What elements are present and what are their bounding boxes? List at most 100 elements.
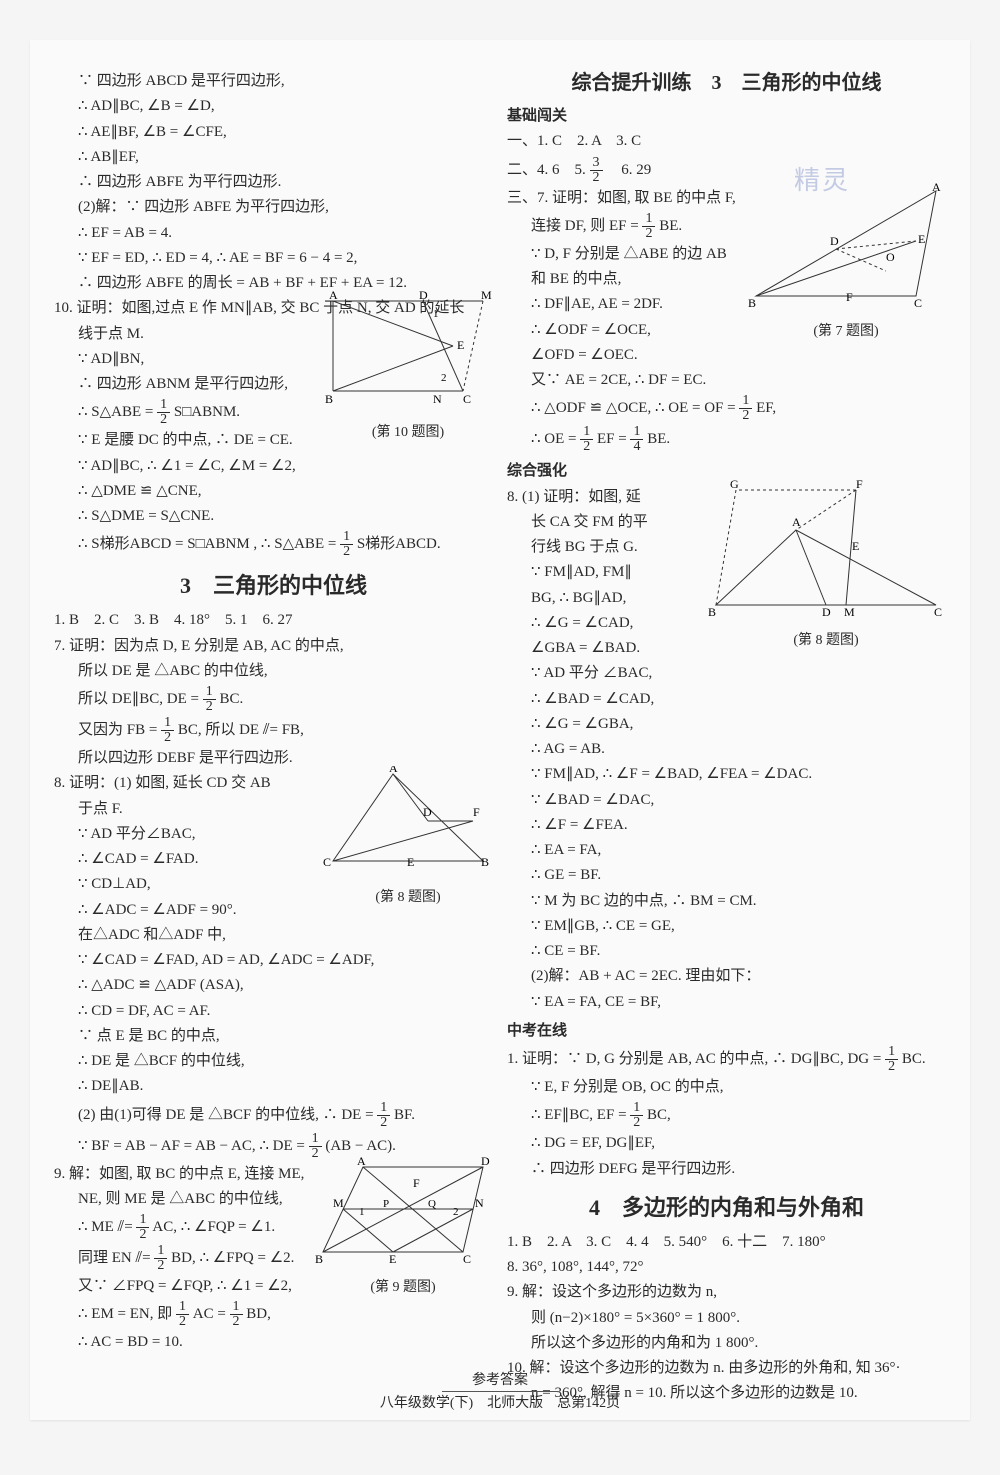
svg-text:M: M: [481, 291, 492, 302]
s3-answers-row: 1. B 2. C 3. B 4. 18° 5. 1 6. 27: [54, 609, 493, 632]
problem-10: 10. 证明：如图,过点 E 作 MN∥AB, 交 BC 于点 N, 交 AD …: [54, 297, 493, 559]
svg-text:A: A: [792, 515, 801, 529]
fig10-caption: (第 10 题图): [323, 422, 493, 444]
s3-p9: 9. 解：如图, 取 BC 的中点 E, 连接 ME, A B C D E F …: [54, 1163, 493, 1355]
fig7-caption: (第 7 题图): [746, 321, 946, 343]
left-pre: ∵ 四边形 ABCD 是平行四边形, ∴ AD∥BC, ∠B = ∠D, ∴ A…: [54, 70, 493, 295]
text-line: ∴ △DME ≌ △CNE,: [54, 480, 493, 503]
svg-text:F: F: [856, 480, 863, 491]
text-line: 9. 解：设这个多边形的边数为 n,: [507, 1281, 946, 1304]
text-line: ∴ S△DME = S△CNE.: [54, 505, 493, 528]
text-line: ∴ AB∥EF,: [54, 146, 493, 169]
fig8L-svg: A B C D E F: [323, 766, 493, 876]
fig8R-caption: (第 8 题图): [706, 630, 946, 652]
answers-row: 1. B 2. A 3. C 4. 4 5. 540° 6. 十二 7. 180…: [507, 1231, 946, 1254]
svg-text:Q: Q: [428, 1198, 436, 1210]
svg-text:C: C: [463, 1252, 471, 1266]
left-column: ∵ 四边形 ABCD 是平行四边形, ∴ AD∥BC, ∠B = ∠D, ∴ A…: [54, 68, 493, 1412]
r-p7: 三、7. 证明：如图, 取 BE 的中点 F, A B C D E F O (第…: [507, 187, 946, 455]
text-line: ∴ ∠BAD = ∠CAD,: [507, 688, 946, 711]
svg-text:2: 2: [453, 1206, 459, 1218]
figure-8L: A B C D E F (第 8 题图): [323, 766, 493, 908]
text-line: ∴ EF = AB = 4.: [54, 222, 493, 245]
svg-text:1: 1: [433, 308, 439, 320]
jichu-label: 基础闯关: [507, 105, 946, 128]
svg-text:A: A: [932, 181, 941, 194]
s3-p8: 8. 证明：(1) 如图, 延长 CD 交 AB A B C D E F (第 …: [54, 772, 493, 1098]
svg-text:C: C: [934, 605, 942, 619]
svg-text:A: A: [329, 291, 338, 302]
figure-10: A D M B N C E 1 2 (第 10 题图): [323, 291, 493, 443]
text-line: ∵ AD 平分 ∠BAC,: [507, 662, 946, 685]
svg-text:C: C: [914, 296, 922, 310]
right-column: 综合提升训练 3 三角形的中位线 基础闯关 一、1. C 2. A 3. C 二…: [507, 68, 946, 1412]
svg-text:N: N: [475, 1196, 484, 1210]
eq-line: ∴ △ODF ≌ △OCE, ∴ OE = OF = 12 EF,: [507, 394, 946, 423]
text-line: ∵ ∠BAD = ∠DAC,: [507, 789, 946, 812]
eq-line: ∴ S梯形ABCD = S□ABNM , ∴ S△ABE = 12 S梯形ABC…: [54, 530, 493, 559]
text-line: (2)解：∵ 四边形 ABFE 为平行四边形,: [54, 196, 493, 219]
page: 精灵 ∵ 四边形 ABCD 是平行四边形, ∴ AD∥BC, ∠B = ∠D, …: [30, 40, 970, 1420]
text-line: ∴ 四边形 ABFE 为平行四边形.: [54, 171, 493, 194]
svg-text:E: E: [852, 539, 859, 553]
text-line: ∵ EF = ED, ∴ ED = 4, ∴ AE = BF = 6 − 4 =…: [54, 247, 493, 270]
fig8R-svg: A B C D E F G M: [706, 480, 946, 620]
text-line: ∠OFD = ∠OEC.: [507, 344, 946, 367]
svg-text:D: D: [822, 605, 831, 619]
eq-line: ∴ OE = 12 EF = 14 BE.: [507, 425, 946, 454]
text-line: ∵ FM∥AD, ∴ ∠F = ∠BAD, ∠FEA = ∠DAC.: [507, 763, 946, 786]
eq-line: ∴ EM = EN, 即 12 AC = 12 BD,: [54, 1300, 493, 1329]
text-line: 又∵ AE = 2CE, ∴ DF = EC.: [507, 369, 946, 392]
text-line: ∵ E, F 分别是 OB, OC 的中点,: [507, 1076, 946, 1099]
text-line: 所以 DE 是 △ABC 的中位线,: [54, 660, 493, 683]
svg-text:C: C: [463, 392, 471, 406]
svg-text:2: 2: [441, 372, 447, 384]
svg-text:G: G: [730, 480, 739, 491]
svg-text:M: M: [844, 605, 855, 619]
fig9-caption: (第 9 题图): [313, 1277, 493, 1299]
text-line: ∴ AG = AB.: [507, 738, 946, 761]
fig7-svg: A B C D E F O: [746, 181, 946, 311]
text-line: ∵ 点 E 是 BC 的中点,: [54, 1025, 493, 1048]
text-line: (2)解：AB + AC = 2EC. 理由如下：: [507, 965, 946, 988]
eq-line: 1. 证明：∵ D, G 分别是 AB, AC 的中点, ∴ DG∥BC, DG…: [507, 1045, 946, 1074]
text-line: ∴ 四边形 DEFG 是平行四边形.: [507, 1158, 946, 1181]
page-footer: 参考答案 八年级数学(下) 北师大版 总第142页: [30, 1369, 970, 1412]
text-line: ∵ EM∥GB, ∴ CE = GE,: [507, 915, 946, 938]
svg-text:N: N: [433, 392, 442, 406]
text-line: ∵ 四边形 ABCD 是平行四边形,: [54, 70, 493, 93]
text-line: ∵ AD∥BC, ∴ ∠1 = ∠C, ∠M = ∠2,: [54, 455, 493, 478]
text-line: ∴ DG = EF, DG∥EF,: [507, 1132, 946, 1155]
footer-bottom: 八年级数学(下) 北师大版 总第142页: [30, 1392, 970, 1412]
eq-line: ∴ EF∥BC, EF = 12 BC,: [507, 1101, 946, 1130]
text-line: 则 (n−2)×180° = 5×360° = 1 800°.: [507, 1307, 946, 1330]
figure-9: A B C D E F M N P Q 1 2 (第 9 题图): [313, 1157, 493, 1299]
text-line: ∵ M 为 BC 边的中点, ∴ BM = CM.: [507, 890, 946, 913]
text-line: ∴ CE = BF.: [507, 940, 946, 963]
text-line: ∵ ∠CAD = ∠FAD, AD = AD, ∠ADC = ∠ADF,: [54, 949, 493, 972]
svg-text:B: B: [708, 605, 716, 619]
text-line: ∴ GE = BF.: [507, 864, 946, 887]
svg-text:M: M: [333, 1196, 344, 1210]
svg-text:1: 1: [359, 1206, 365, 1218]
svg-text:F: F: [846, 290, 853, 304]
fig8L-caption: (第 8 题图): [323, 887, 493, 909]
text-line: ∴ AD∥BC, ∠B = ∠D,: [54, 95, 493, 118]
svg-text:B: B: [315, 1252, 323, 1266]
svg-text:F: F: [473, 805, 480, 819]
section-3-title: 3 三角形的中位线: [54, 569, 493, 603]
text-line: ∴ DE∥AB.: [54, 1075, 493, 1098]
text-line: 所以这个多边形的内角和为 1 800°.: [507, 1332, 946, 1355]
svg-text:C: C: [323, 855, 331, 869]
text-line: ∵ EA = FA, CE = BF,: [507, 991, 946, 1014]
svg-text:F: F: [413, 1176, 420, 1190]
eq-line: 又因为 FB = 12 BC, 所以 DE ⫽= FB,: [54, 716, 493, 745]
svg-text:E: E: [389, 1252, 396, 1266]
svg-text:B: B: [325, 392, 333, 406]
text-line: 在△ADC 和△ADF 中,: [54, 924, 493, 947]
footer-top: 参考答案: [442, 1369, 558, 1392]
svg-text:B: B: [748, 296, 756, 310]
svg-text:D: D: [481, 1157, 490, 1168]
svg-text:A: A: [389, 766, 398, 775]
training-header: 综合提升训练 3 三角形的中位线: [507, 68, 946, 99]
